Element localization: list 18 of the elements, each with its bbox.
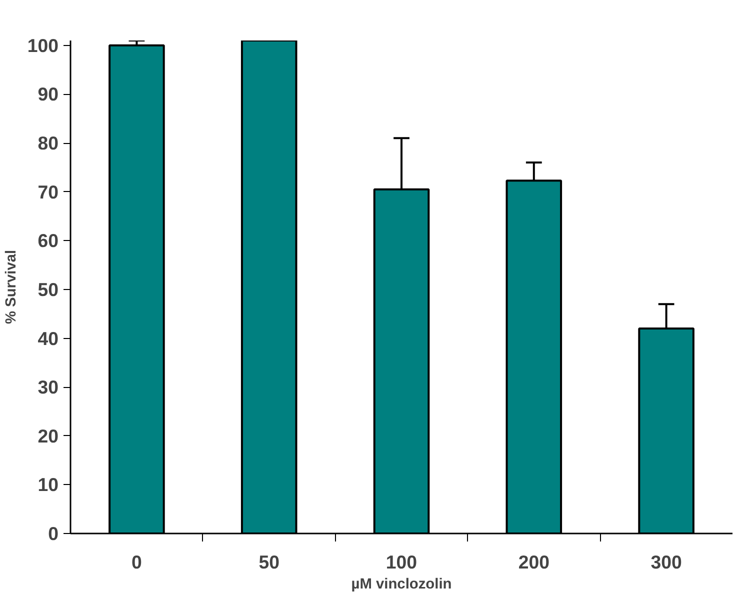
y-tick-label: 90	[38, 84, 59, 105]
y-tick-label: 80	[38, 132, 59, 154]
y-tick-label: 100	[27, 34, 59, 56]
y-tick-label: 10	[38, 474, 59, 496]
x-axis-title: µM vinclozolin	[351, 576, 452, 592]
y-tick-label: 70	[38, 181, 59, 202]
y-tick-label: 60	[38, 230, 59, 252]
x-tick-label: 100	[386, 552, 418, 572]
y-tick-label: 40	[38, 328, 59, 349]
y-axis-title: % Survival	[3, 250, 20, 324]
y-tick-label: 20	[38, 425, 59, 446]
y-tick-label: 50	[38, 278, 59, 300]
x-tick-label: 200	[518, 552, 550, 572]
x-tick-label: 300	[650, 552, 682, 572]
y-tick-label: 30	[38, 376, 59, 398]
x-tick-label: 0	[132, 552, 142, 572]
y-tick-label: 0	[48, 523, 59, 544]
x-tick-label: 50	[258, 552, 280, 572]
